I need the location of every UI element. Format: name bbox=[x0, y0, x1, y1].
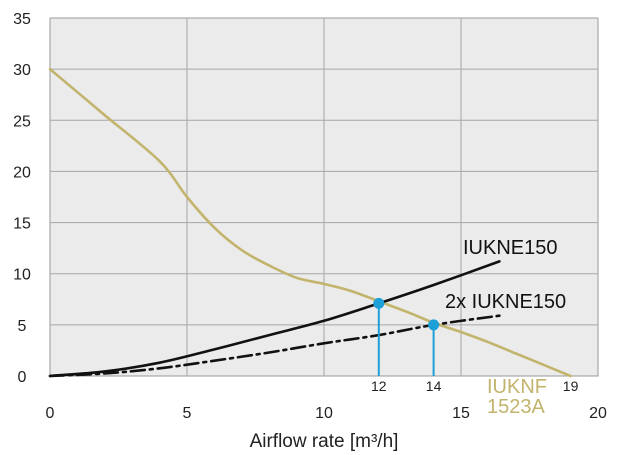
y-tick-label: 15 bbox=[13, 216, 31, 233]
operating-point-label: 14 bbox=[426, 378, 442, 394]
x-tick-label: 20 bbox=[589, 405, 607, 422]
y-tick-label: 0 bbox=[18, 369, 27, 386]
operating-point-marker bbox=[373, 297, 385, 309]
x-tick-label: 5 bbox=[183, 405, 192, 422]
single-unit-curve-line bbox=[48, 260, 501, 378]
fan-curve-end-label: 19 bbox=[563, 378, 579, 394]
x-axis-ticks: 0 5 10 15 20 bbox=[46, 405, 607, 422]
fan-curve-line bbox=[48, 67, 572, 378]
operating-point-marker bbox=[428, 319, 440, 331]
x-tick-label: 15 bbox=[452, 405, 470, 422]
double-unit-curve-line bbox=[48, 314, 501, 378]
series-group bbox=[48, 67, 572, 378]
operating-points: 12 14 bbox=[371, 297, 442, 394]
y-tick-label: 30 bbox=[13, 62, 31, 79]
y-tick-label: 10 bbox=[13, 267, 31, 284]
x-tick-label: 0 bbox=[46, 405, 55, 422]
y-tick-label: 5 bbox=[18, 318, 27, 335]
single-unit-curve-label: IUKNE150 bbox=[463, 237, 558, 259]
y-axis-ticks: 0 5 10 15 20 25 30 35 bbox=[13, 11, 31, 386]
y-tick-label: 20 bbox=[13, 164, 31, 181]
grid-lines bbox=[50, 18, 598, 376]
y-tick-label: 35 bbox=[13, 11, 31, 28]
x-axis-label: Airflow rate [m³/h] bbox=[250, 431, 399, 452]
operating-point-label: 12 bbox=[371, 378, 387, 394]
y-tick-label: 25 bbox=[13, 113, 31, 130]
fan-curve-label: IUKNF 1523A bbox=[487, 376, 547, 418]
double-unit-curve-label: 2x IUKNE150 bbox=[445, 291, 566, 313]
series-labels: 19 IUKNF 1523A IUKNE150 2x IUKNE150 bbox=[445, 237, 579, 418]
x-tick-label: 10 bbox=[315, 405, 333, 422]
